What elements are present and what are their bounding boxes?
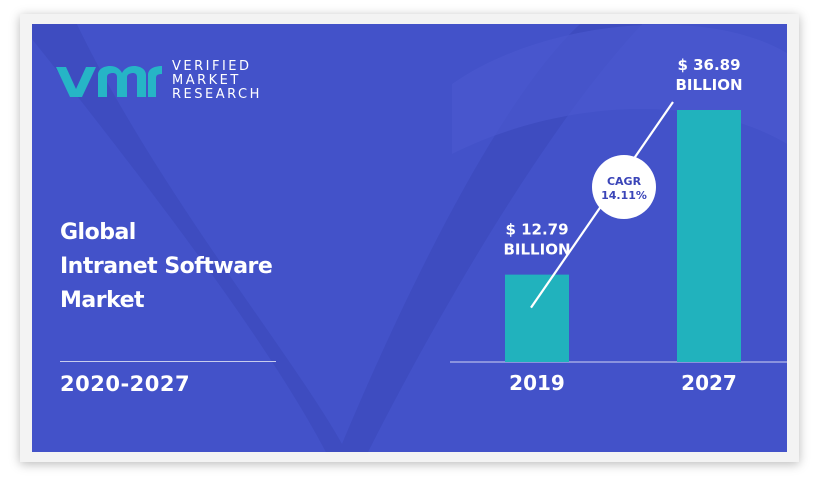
title-line-3: Market bbox=[60, 288, 145, 313]
forecast-period: 2020-2027 bbox=[60, 372, 191, 396]
logo-line-verified: VERIFIED bbox=[172, 59, 252, 74]
bar-chart: $ 12.79 BILLION 2019 $ 36.89 BILLION 2027 CAGR… bbox=[450, 56, 787, 395]
logo-line-market: MARKET bbox=[172, 73, 241, 88]
cagr-value: 14.11% bbox=[601, 189, 647, 202]
value-label-2027-line-2: BILLION bbox=[675, 76, 742, 94]
title-line-2: Intranet Software bbox=[60, 254, 273, 279]
bar-2019 bbox=[505, 274, 569, 362]
value-label-2027-line-1: $ 36.89 bbox=[677, 56, 740, 74]
infographic-panel: VERIFIED MARKET RESEARCH Global Intranet… bbox=[32, 24, 787, 452]
logo-line-research: RESEARCH bbox=[172, 87, 262, 102]
infographic-frame: VERIFIED MARKET RESEARCH Global Intranet… bbox=[20, 14, 799, 462]
logo-wordmark: VERIFIED MARKET RESEARCH bbox=[172, 60, 262, 102]
vmr-logo-icon bbox=[56, 66, 162, 97]
cagr-badge bbox=[592, 155, 656, 219]
bar-2027 bbox=[677, 110, 741, 362]
x-tick-2027: 2027 bbox=[681, 371, 737, 395]
value-label-2019-line-1: $ 12.79 bbox=[505, 221, 568, 239]
cagr-label: CAGR bbox=[607, 175, 642, 188]
background-v-watermark bbox=[32, 24, 787, 452]
title-line-1: Global bbox=[60, 220, 136, 245]
value-label-2019-line-2: BILLION bbox=[503, 241, 570, 259]
report-title: Global Intranet Software Market bbox=[60, 216, 273, 318]
x-tick-2019: 2019 bbox=[509, 371, 565, 395]
divider-line bbox=[60, 361, 276, 362]
logo: VERIFIED MARKET RESEARCH bbox=[54, 60, 262, 102]
